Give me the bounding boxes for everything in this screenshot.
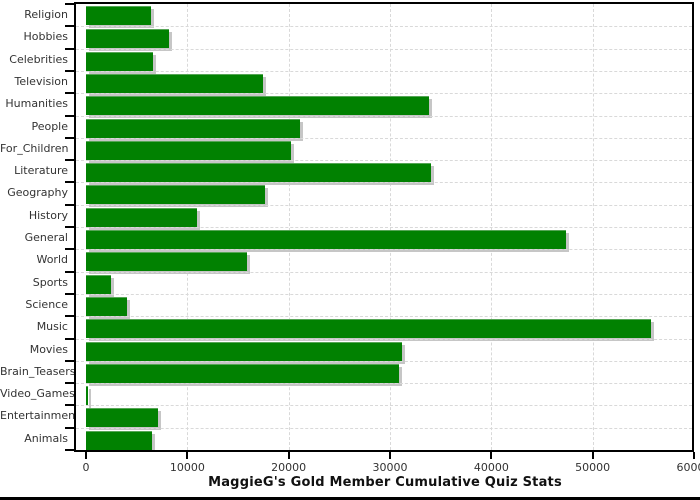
y-axis-tick [65, 92, 76, 95]
category-label: Hobbies [23, 30, 68, 44]
bar-row [76, 271, 692, 295]
bar-row [76, 48, 692, 72]
bar-movies [86, 341, 403, 361]
bar-row [76, 405, 692, 428]
category-label: Music [36, 320, 68, 334]
category-label: History [28, 208, 68, 222]
category-label: Brain_Teasers [0, 364, 76, 378]
x-axis-tick-label: 0 [82, 461, 90, 474]
bar-brain_teasers [86, 363, 400, 383]
category-label: Video_Games [0, 387, 75, 401]
bar-row [76, 293, 692, 317]
category-label: Sports [32, 275, 68, 289]
x-axis-tick [186, 452, 189, 459]
bar-row [76, 204, 692, 228]
bar-row [76, 70, 692, 94]
y-axis-tick [65, 426, 76, 429]
x-axis-tick [591, 452, 594, 459]
category-label: General [24, 231, 68, 244]
bar-video_games [86, 386, 88, 406]
x-axis-tick [287, 452, 290, 459]
bar-row [76, 249, 692, 272]
bar-row [76, 427, 692, 450]
bar-row [76, 182, 692, 205]
category-label: For_Children [0, 141, 69, 155]
y-axis-tick [65, 315, 76, 318]
category-label: Entertainment [0, 409, 80, 423]
bar-row [76, 4, 692, 26]
x-axis-tick-label: 30000 [372, 461, 408, 474]
y-axis-tick [65, 136, 76, 139]
category-label: Geography [7, 186, 68, 200]
x-axis-tick [693, 452, 695, 459]
x-axis-tick [389, 452, 391, 459]
y-axis-tick [65, 3, 76, 5]
y-axis-tick [65, 449, 76, 451]
y-axis-tick [65, 181, 76, 184]
bottom-edge-line [0, 497, 700, 500]
bar-row [76, 316, 692, 339]
y-axis-tick [65, 203, 76, 206]
bar-geography [86, 185, 266, 205]
bar-literature [86, 163, 431, 183]
x-axis-tick-label: 40000 [473, 461, 509, 474]
y-axis-tick [65, 69, 76, 72]
category-label: Literature [14, 164, 68, 178]
y-axis-tick [65, 248, 76, 251]
y-axis-tick [65, 226, 76, 228]
y-axis-tick [65, 359, 76, 362]
bar-world [86, 252, 248, 272]
category-label: Television [14, 74, 69, 88]
x-axis-tick [490, 452, 493, 459]
y-axis-tick [65, 25, 76, 28]
bar-row [76, 338, 692, 362]
x-axis-tick-label: 60000 [676, 461, 700, 474]
x-axis-tick [85, 452, 87, 459]
category-label: Science [25, 297, 68, 311]
bar-music [86, 319, 652, 339]
category-label: World [36, 253, 68, 267]
y-axis-tick [65, 159, 76, 162]
y-axis-tick [65, 404, 76, 407]
bar-animals [86, 430, 152, 450]
bar-humanities [86, 96, 429, 116]
bar-hobbies [86, 29, 170, 49]
bar-science [86, 296, 127, 316]
x-axis-tick-label: 50000 [575, 461, 611, 474]
bar-people [86, 118, 300, 138]
category-label: Movies [29, 342, 68, 356]
x-axis-tick-label: 10000 [169, 461, 205, 474]
bar-row [76, 383, 692, 406]
bar-row [76, 160, 692, 183]
y-axis-tick [65, 270, 76, 273]
bar-row [76, 93, 692, 116]
category-label: Religion [24, 8, 68, 21]
bar-celebrities [86, 51, 153, 71]
y-axis-tick [65, 114, 76, 117]
category-label: Humanities [5, 97, 68, 111]
bar-for_children [86, 140, 291, 160]
bar-row [76, 227, 692, 250]
category-label: People [31, 119, 68, 133]
bar-entertainment [86, 408, 158, 428]
category-label: Celebrities [9, 52, 68, 66]
category-label: Animals [24, 431, 68, 445]
chart-title: MaggieG's Gold Member Cumulative Quiz St… [208, 475, 562, 490]
bar-television [86, 73, 264, 93]
y-axis-tick [65, 382, 76, 385]
bar-row [76, 360, 692, 384]
bar-row [76, 26, 692, 49]
bar-row [76, 137, 692, 161]
y-axis-tick [65, 292, 76, 295]
bar-sports [86, 274, 112, 294]
y-axis-tick [65, 337, 76, 340]
bar-row [76, 115, 692, 139]
bar-religion [86, 6, 151, 25]
x-axis-tick-label: 20000 [271, 461, 307, 474]
plot-area [74, 2, 694, 452]
bar-history [86, 207, 198, 227]
y-axis-tick [65, 47, 76, 50]
bar-general [86, 230, 567, 249]
